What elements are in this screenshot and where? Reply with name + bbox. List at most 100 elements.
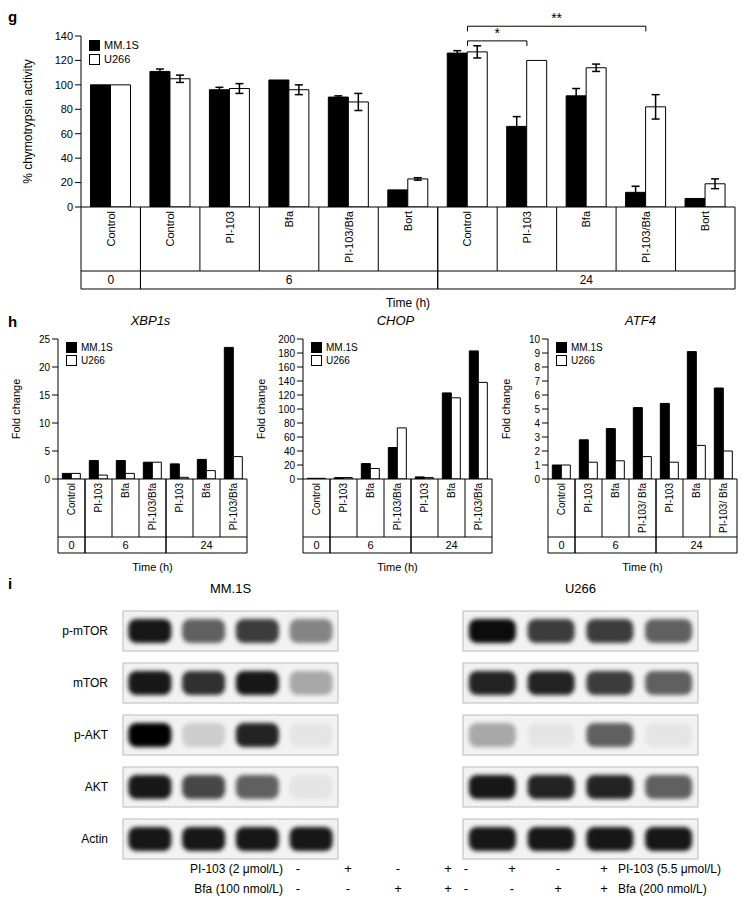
svg-text:MM.1S: MM.1S — [210, 581, 252, 596]
svg-text:+: + — [600, 881, 608, 896]
svg-text:-: - — [464, 881, 468, 896]
svg-text:6: 6 — [122, 539, 128, 551]
svg-text:Time (h): Time (h) — [622, 561, 663, 573]
svg-text:Control: Control — [105, 211, 117, 246]
svg-text:PI-103: PI-103 — [338, 483, 349, 513]
svg-text:+: + — [444, 881, 452, 896]
svg-text:3: 3 — [534, 432, 540, 443]
svg-text:24: 24 — [580, 273, 594, 287]
svg-text:% chymotrypsin activity: % chymotrypsin activity — [21, 59, 35, 184]
svg-text:0: 0 — [558, 539, 564, 551]
svg-text:60: 60 — [284, 432, 296, 443]
svg-text:Bfa: Bfa — [120, 483, 131, 498]
svg-text:Bfa: Bfa — [610, 483, 621, 498]
svg-text:PI-103: PI-103 — [93, 483, 104, 513]
svg-text:Time (h): Time (h) — [386, 296, 430, 310]
svg-text:140: 140 — [278, 376, 295, 387]
svg-text:120: 120 — [55, 54, 73, 66]
svg-text:PI-103: PI-103 — [583, 483, 594, 513]
svg-text:25: 25 — [39, 334, 51, 345]
svg-text:120: 120 — [278, 390, 295, 401]
svg-text:Time (h): Time (h) — [377, 561, 418, 573]
svg-text:-: - — [510, 881, 514, 896]
svg-text:PI-103: PI-103 — [664, 483, 675, 513]
svg-text:**: ** — [551, 10, 562, 26]
svg-text:0: 0 — [68, 539, 74, 551]
svg-text:100: 100 — [55, 79, 73, 91]
svg-text:0: 0 — [107, 273, 114, 287]
svg-text:Control: Control — [66, 483, 77, 515]
svg-text:10: 10 — [39, 418, 51, 429]
svg-text:2: 2 — [534, 446, 540, 457]
svg-text:Fold change: Fold change — [10, 379, 22, 440]
svg-text:+: + — [394, 881, 402, 896]
svg-text:Bfa (200 nmol/L): Bfa (200 nmol/L) — [618, 882, 707, 896]
svg-text:5: 5 — [534, 404, 540, 415]
svg-text:Bort: Bort — [402, 211, 414, 231]
svg-text:24: 24 — [690, 539, 702, 551]
svg-text:Bfa: Bfa — [691, 483, 702, 498]
svg-text:0: 0 — [534, 474, 540, 485]
svg-text:40: 40 — [61, 152, 73, 164]
svg-text:PI-103: PI-103 — [521, 211, 533, 243]
svg-text:24: 24 — [445, 539, 457, 551]
svg-text:+: + — [508, 861, 516, 876]
svg-text:p-AKT: p-AKT — [74, 728, 109, 742]
svg-text:AKT: AKT — [85, 780, 109, 794]
svg-text:PI-103/Bfa: PI-103/Bfa — [228, 483, 239, 531]
svg-text:PI-103/Bfa: PI-103/Bfa — [640, 210, 652, 263]
svg-text:160: 160 — [278, 362, 295, 373]
svg-text:-: - — [346, 881, 350, 896]
svg-text:1: 1 — [534, 460, 540, 471]
svg-text:15: 15 — [39, 390, 51, 401]
svg-text:Time (h): Time (h) — [132, 561, 173, 573]
svg-text:PI-103/ Bfa: PI-103/ Bfa — [637, 483, 648, 533]
svg-text:5: 5 — [44, 446, 50, 457]
svg-text:Control: Control — [461, 211, 473, 246]
svg-text:Fold change: Fold change — [255, 379, 267, 440]
svg-text:Bfa (100 nmol/L): Bfa (100 nmol/L) — [194, 882, 283, 896]
svg-text:24: 24 — [200, 539, 212, 551]
svg-text:+: + — [444, 861, 452, 876]
svg-text:PI-103: PI-103 — [224, 211, 236, 243]
svg-text:10: 10 — [529, 334, 541, 345]
svg-text:PI-103/Bfa: PI-103/Bfa — [392, 483, 403, 531]
svg-text:6: 6 — [534, 390, 540, 401]
svg-text:40: 40 — [284, 446, 296, 457]
svg-text:6: 6 — [612, 539, 618, 551]
svg-text:4: 4 — [534, 418, 540, 429]
svg-text:-: - — [296, 881, 300, 896]
svg-text:80: 80 — [284, 418, 296, 429]
svg-text:9: 9 — [534, 348, 540, 359]
svg-text:0: 0 — [67, 201, 73, 213]
svg-text:Actin: Actin — [81, 832, 108, 846]
svg-text:*: * — [494, 25, 500, 41]
svg-text:-: - — [396, 861, 400, 876]
svg-text:0: 0 — [313, 539, 319, 551]
svg-text:+: + — [344, 861, 352, 876]
svg-text:PI-103/ Bfa: PI-103/ Bfa — [718, 483, 729, 533]
svg-text:PI-103: PI-103 — [174, 483, 185, 513]
svg-text:80: 80 — [61, 103, 73, 115]
svg-text:p-mTOR: p-mTOR — [62, 624, 108, 638]
svg-text:Bfa: Bfa — [365, 483, 376, 498]
svg-text:180: 180 — [278, 348, 295, 359]
svg-text:6: 6 — [367, 539, 373, 551]
svg-text:Bfa: Bfa — [201, 483, 212, 498]
svg-text:PI-103 (2 μmol/L): PI-103 (2 μmol/L) — [190, 862, 283, 876]
svg-text:0: 0 — [289, 474, 295, 485]
svg-text:i: i — [8, 575, 12, 592]
svg-text:200: 200 — [278, 334, 295, 345]
svg-text:7: 7 — [534, 376, 540, 387]
svg-text:-: - — [464, 861, 468, 876]
svg-text:20: 20 — [61, 176, 73, 188]
svg-text:U266: U266 — [565, 581, 596, 596]
svg-text:100: 100 — [278, 404, 295, 415]
svg-text:60: 60 — [61, 128, 73, 140]
svg-text:PI-103/Bfa: PI-103/Bfa — [473, 483, 484, 531]
svg-text:20: 20 — [284, 460, 296, 471]
svg-text:PI-103 (5.5 μmol/L): PI-103 (5.5 μmol/L) — [618, 862, 721, 876]
svg-text:Fold change: Fold change — [500, 379, 512, 440]
svg-text:Control: Control — [556, 483, 567, 515]
svg-text:20: 20 — [39, 362, 51, 373]
